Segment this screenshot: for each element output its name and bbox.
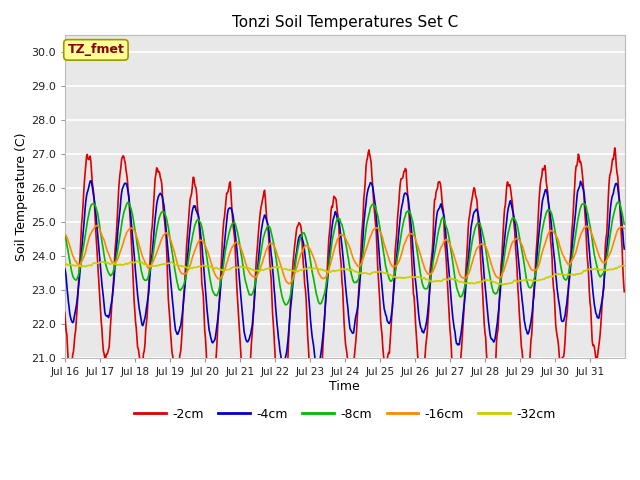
Legend: -2cm, -4cm, -8cm, -16cm, -32cm: -2cm, -4cm, -8cm, -16cm, -32cm: [129, 403, 560, 426]
X-axis label: Time: Time: [330, 380, 360, 393]
Text: TZ_fmet: TZ_fmet: [67, 43, 124, 56]
Y-axis label: Soil Temperature (C): Soil Temperature (C): [15, 132, 28, 261]
Title: Tonzi Soil Temperatures Set C: Tonzi Soil Temperatures Set C: [232, 15, 458, 30]
